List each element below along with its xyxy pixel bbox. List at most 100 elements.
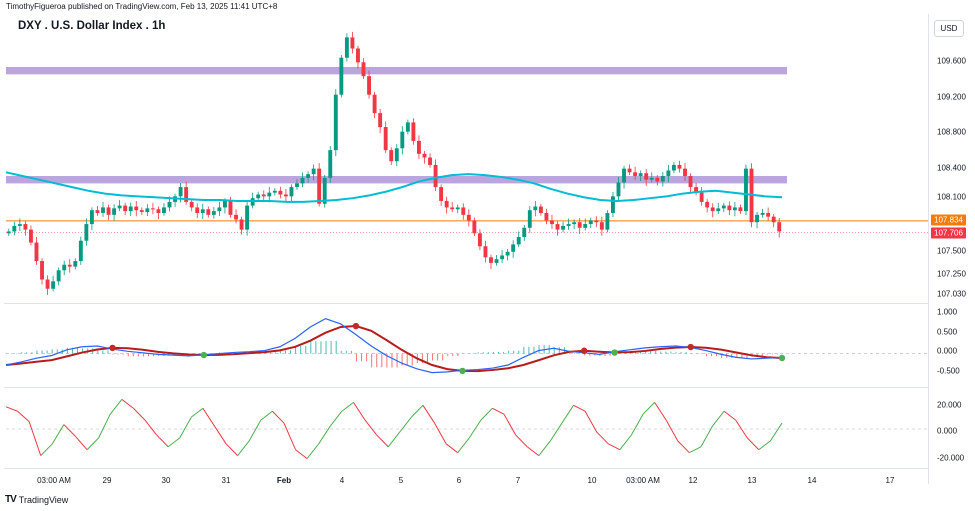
macd-cross-marker[interactable]: [778, 354, 786, 362]
candle-body[interactable]: [389, 150, 394, 162]
candle-body[interactable]: [239, 219, 244, 230]
resistance-zone-1[interactable]: [6, 176, 787, 184]
candle-body[interactable]: [189, 201, 194, 208]
candle-body[interactable]: [677, 164, 682, 169]
candle-body[interactable]: [771, 216, 776, 223]
candle-body[interactable]: [566, 224, 571, 226]
candle-body[interactable]: [367, 76, 371, 95]
candle-body[interactable]: [95, 210, 100, 213]
candle-body[interactable]: [550, 220, 554, 225]
candle-body[interactable]: [422, 153, 427, 158]
candle-body[interactable]: [450, 207, 455, 210]
candle-body[interactable]: [234, 214, 238, 220]
candle-body[interactable]: [78, 240, 83, 262]
resistance-zone-0[interactable]: [6, 66, 787, 75]
candle-body[interactable]: [245, 205, 250, 230]
candle-body[interactable]: [145, 208, 150, 213]
candle-body[interactable]: [394, 148, 399, 162]
candle-body[interactable]: [527, 210, 532, 228]
candle-body[interactable]: [56, 270, 61, 282]
candle-body[interactable]: [295, 183, 299, 188]
candle-body[interactable]: [300, 177, 305, 184]
candle-body[interactable]: [200, 209, 205, 213]
candle-body[interactable]: [383, 127, 388, 151]
macd-cross-marker[interactable]: [687, 343, 694, 351]
candle-body[interactable]: [688, 176, 693, 188]
candle-body[interactable]: [361, 62, 366, 77]
candle-body[interactable]: [732, 207, 737, 211]
candle-body[interactable]: [206, 209, 211, 215]
candle-body[interactable]: [649, 177, 654, 180]
candle-body[interactable]: [511, 244, 516, 252]
candle-body[interactable]: [184, 187, 189, 202]
candle-body[interactable]: [544, 212, 549, 221]
macd-line[interactable]: [5, 317, 783, 374]
candle-body[interactable]: [699, 192, 704, 202]
candle-body[interactable]: [333, 94, 338, 151]
candle-body[interactable]: [489, 257, 493, 263]
macd-cross-marker[interactable]: [200, 351, 208, 359]
candle-body[interactable]: [45, 279, 50, 289]
candle-body[interactable]: [223, 200, 227, 208]
candle-body[interactable]: [306, 174, 311, 178]
candle-body[interactable]: [705, 201, 710, 208]
candle-body[interactable]: [417, 140, 421, 154]
macd-cross-marker[interactable]: [580, 347, 588, 354]
candle-body[interactable]: [62, 264, 67, 271]
candle-body[interactable]: [660, 176, 665, 182]
candle-body[interactable]: [162, 207, 166, 213]
candle-body[interactable]: [328, 150, 333, 178]
candle-body[interactable]: [755, 214, 759, 223]
candle-body[interactable]: [283, 194, 288, 197]
candle-body[interactable]: [505, 251, 510, 256]
candle-body[interactable]: [716, 208, 721, 212]
candle-body[interactable]: [67, 264, 72, 267]
candle-body[interactable]: [322, 177, 327, 204]
candle-body[interactable]: [378, 113, 383, 128]
candle-body[interactable]: [289, 187, 294, 197]
candle-body[interactable]: [710, 207, 715, 212]
candle-body[interactable]: [211, 211, 216, 215]
symbol-title[interactable]: DXY . U.S. Dollar Index . 1h: [18, 20, 166, 32]
candle-body[interactable]: [106, 207, 111, 215]
moving-average-line[interactable]: [5, 171, 783, 203]
candle-body[interactable]: [666, 170, 671, 177]
candle-body[interactable]: [744, 168, 748, 212]
macd-cross-marker[interactable]: [109, 344, 116, 352]
candle-body[interactable]: [477, 233, 482, 247]
candle-body[interactable]: [472, 220, 477, 234]
candle-body[interactable]: [683, 168, 687, 177]
candle-body[interactable]: [350, 37, 355, 49]
candle-body[interactable]: [23, 224, 28, 230]
candle-body[interactable]: [627, 168, 632, 173]
candle-body[interactable]: [577, 222, 582, 228]
oscillator-pane[interactable]: [5, 399, 928, 459]
macd-cross-marker[interactable]: [352, 322, 360, 330]
candle-body[interactable]: [500, 255, 505, 260]
candle-body[interactable]: [134, 206, 139, 211]
price-pane[interactable]: [5, 31, 928, 295]
candle-body[interactable]: [139, 210, 144, 213]
candle-body[interactable]: [123, 205, 128, 212]
candle-body[interactable]: [444, 200, 449, 208]
candle-body[interactable]: [156, 209, 161, 213]
candle-body[interactable]: [439, 187, 444, 201]
candle-body[interactable]: [256, 194, 261, 199]
candle-body[interactable]: [622, 168, 626, 183]
candle-body[interactable]: [51, 281, 56, 289]
candle-body[interactable]: [40, 261, 44, 280]
candle-body[interactable]: [633, 172, 638, 177]
candle-body[interactable]: [112, 208, 117, 215]
candle-body[interactable]: [594, 220, 599, 223]
candle-body[interactable]: [433, 164, 438, 188]
candle-body[interactable]: [272, 190, 277, 193]
candle-body[interactable]: [117, 205, 122, 209]
candle-body[interactable]: [217, 207, 222, 212]
candle-body[interactable]: [372, 94, 377, 114]
candle-body[interactable]: [655, 177, 660, 182]
candle-body[interactable]: [344, 37, 349, 58]
candle-body[interactable]: [89, 210, 94, 225]
candle-body[interactable]: [461, 207, 466, 215]
candle-body[interactable]: [178, 187, 183, 197]
candle-body[interactable]: [638, 173, 643, 177]
